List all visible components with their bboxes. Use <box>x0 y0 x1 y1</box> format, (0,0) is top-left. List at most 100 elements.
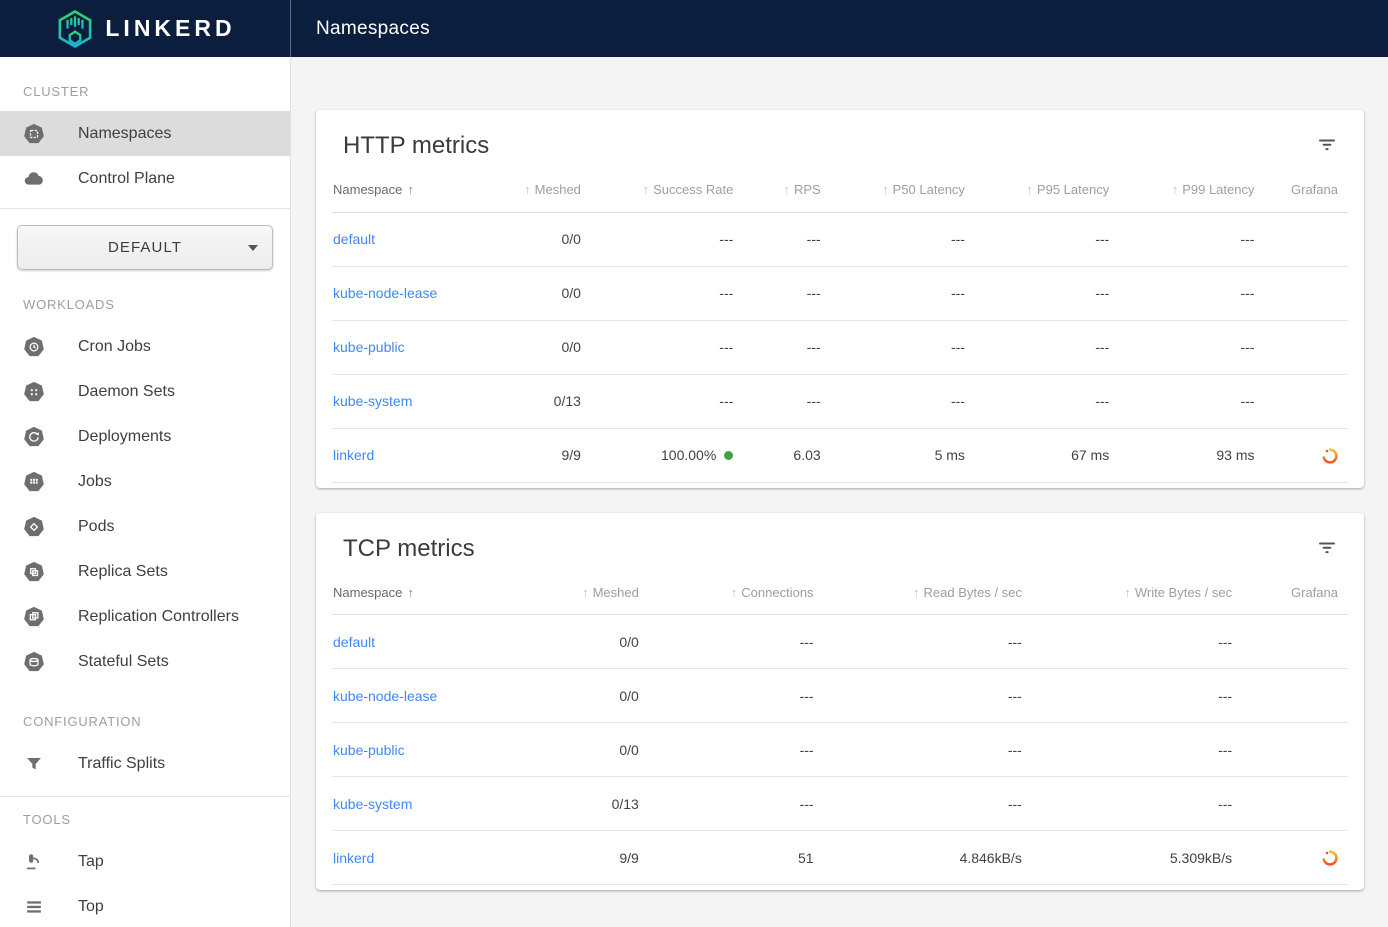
cell-grafana <box>1232 614 1348 669</box>
cron-jobs-icon <box>23 336 45 358</box>
sidebar-item-label: Cron Jobs <box>78 337 151 355</box>
namespace-link[interactable]: kube-public <box>333 741 405 758</box>
cell-read-bytes-sec: --- <box>813 614 1022 669</box>
cell-read-bytes-sec: --- <box>813 668 1022 723</box>
namespace-link[interactable]: default <box>333 231 376 247</box>
cell-rps: 6.03 <box>733 428 821 483</box>
sidebar-item-stateful-sets[interactable]: Stateful Sets <box>0 639 290 684</box>
namespace-link[interactable]: linkerd <box>333 849 375 866</box>
namespace-link[interactable]: kube-node-lease <box>333 687 438 704</box>
sidebar-item-daemon-sets[interactable]: Daemon Sets <box>0 369 290 414</box>
sidebar-item-namespaces[interactable]: Namespaces <box>0 111 290 156</box>
cell-write-bytes-sec: --- <box>1021 776 1233 831</box>
sidebar-item-traffic-splits[interactable]: Traffic Splits <box>0 741 290 786</box>
replica-sets-icon <box>23 561 45 583</box>
cell-read-bytes-sec: --- <box>813 722 1022 777</box>
cell-rps: --- <box>733 374 821 429</box>
table-row: kube-public 0/0 --- --- --- --- --- <box>332 320 1348 375</box>
cell-grafana <box>1232 776 1348 831</box>
column-header-success-rate[interactable]: ↑ Success Rate <box>580 168 734 213</box>
cell-rps: --- <box>733 320 821 375</box>
sidebar-item-label: Replication Controllers <box>78 607 239 625</box>
jobs-icon <box>23 471 45 493</box>
column-header-namespace[interactable]: Namespace ↑ <box>332 570 515 615</box>
column-header-rps[interactable]: ↑ RPS <box>733 168 821 213</box>
sort-arrow-icon: ↑ <box>730 584 738 600</box>
top-icon <box>23 896 45 918</box>
sort-arrow-icon: ↑ <box>913 584 920 600</box>
column-header-read-bytes-sec[interactable]: ↑ Read Bytes / sec <box>813 570 1022 615</box>
sidebar-item-top[interactable]: Top <box>0 884 290 927</box>
namespace-selector-value: DEFAULT <box>107 239 183 256</box>
sidebar-item-label: Top <box>78 897 104 915</box>
linkerd-logo-icon <box>54 8 96 50</box>
cell-write-bytes-sec: --- <box>1021 614 1233 669</box>
namespace-link[interactable]: kube-system <box>333 393 413 409</box>
sort-arrow-icon: ↑ <box>407 182 414 198</box>
sidebar-item-tap[interactable]: Tap <box>0 839 290 884</box>
filter-icon[interactable] <box>1318 138 1336 152</box>
namespaces-icon <box>23 123 45 145</box>
column-header-p99-latency[interactable]: ↑ P99 Latency <box>1109 168 1255 213</box>
tap-icon <box>23 851 45 873</box>
cell-write-bytes-sec: 5.309kB/s <box>1021 830 1233 885</box>
sidebar-item-cron-jobs[interactable]: Cron Jobs <box>0 324 290 369</box>
cell-namespace: kube-node-lease <box>332 668 515 723</box>
sidebar-item-deployments[interactable]: Deployments <box>0 414 290 459</box>
sidebar-item-control-plane[interactable]: Control Plane <box>0 156 290 201</box>
namespace-link[interactable]: kube-node-lease <box>333 285 438 301</box>
namespace-link[interactable]: kube-system <box>333 795 413 812</box>
cell-connections: --- <box>638 722 814 777</box>
cell-connections: --- <box>638 668 814 723</box>
cell-meshed: 9/9 <box>514 830 639 885</box>
cell-namespace: kube-system <box>332 776 515 831</box>
grafana-icon[interactable] <box>1322 447 1338 464</box>
deployments-icon <box>23 426 45 448</box>
http-metrics-card: HTTP metrics Namespace ↑ ↑ Meshed ↑ Success R… <box>316 110 1364 488</box>
filter-icon[interactable] <box>1318 541 1336 555</box>
sidebar-item-replication-controllers[interactable]: Replication Controllers <box>0 594 290 639</box>
cell-read-bytes-sec: 4.846kB/s <box>813 830 1022 885</box>
column-header-namespace[interactable]: Namespace ↑ <box>332 168 475 213</box>
daemon-sets-icon <box>23 381 45 403</box>
sidebar-item-jobs[interactable]: Jobs <box>0 459 290 504</box>
cell-p95-latency: --- <box>964 320 1110 375</box>
cell-p95-latency: --- <box>964 374 1110 429</box>
cell-meshed: 0/0 <box>514 614 639 669</box>
column-header-p50-latency[interactable]: ↑ P50 Latency <box>820 168 965 213</box>
section-label-configuration: CONFIGURATION <box>23 714 142 729</box>
namespace-selector[interactable]: DEFAULT <box>17 225 273 270</box>
cell-p50-latency: --- <box>820 266 965 321</box>
namespace-link[interactable]: kube-public <box>333 339 405 355</box>
column-header-meshed[interactable]: ↑ Meshed <box>514 570 639 615</box>
sidebar-item-replica-sets[interactable]: Replica Sets <box>0 549 290 594</box>
table-row: default 0/0 --- --- --- <box>332 614 1348 669</box>
linkerd-logo-link[interactable]: LINKERD <box>0 0 291 57</box>
cell-success-rate: --- <box>580 320 734 375</box>
namespace-link[interactable]: linkerd <box>333 447 375 463</box>
cell-rps: --- <box>733 266 821 321</box>
section-label-tools: TOOLS <box>23 812 71 827</box>
column-header-p95-latency[interactable]: ↑ P95 Latency <box>964 168 1110 213</box>
sort-arrow-icon: ↑ <box>882 182 889 198</box>
grafana-icon[interactable] <box>1322 850 1338 866</box>
sidebar-item-label: Jobs <box>78 472 112 490</box>
table-header-row: Namespace ↑ ↑ Meshed ↑ Connections ↑ Read Bytes… <box>332 570 1348 615</box>
sidebar-item-label: Pods <box>78 517 115 535</box>
column-header-write-bytes-sec[interactable]: ↑ Write Bytes / sec <box>1021 570 1233 615</box>
column-header-connections[interactable]: ↑ Connections <box>638 570 814 615</box>
namespace-link[interactable]: default <box>333 633 376 650</box>
cell-success-rate: --- <box>580 374 734 429</box>
cell-p95-latency: --- <box>964 212 1110 267</box>
http-metrics-table: Namespace ↑ ↑ Meshed ↑ Success Rate ↑ RPS ↑ P50 L… <box>332 168 1348 483</box>
cell-connections: --- <box>638 614 814 669</box>
sort-arrow-icon: ↑ <box>524 182 531 198</box>
sidebar-divider <box>0 796 290 797</box>
column-header-meshed[interactable]: ↑ Meshed <box>474 168 581 213</box>
sidebar-item-label: Stateful Sets <box>78 652 169 670</box>
cell-meshed: 0/13 <box>514 776 639 831</box>
sidebar-item-pods[interactable]: Pods <box>0 504 290 549</box>
sort-arrow-icon: ↑ <box>1171 182 1179 198</box>
cell-connections: --- <box>638 776 814 831</box>
page-title: Namespaces <box>316 17 430 39</box>
